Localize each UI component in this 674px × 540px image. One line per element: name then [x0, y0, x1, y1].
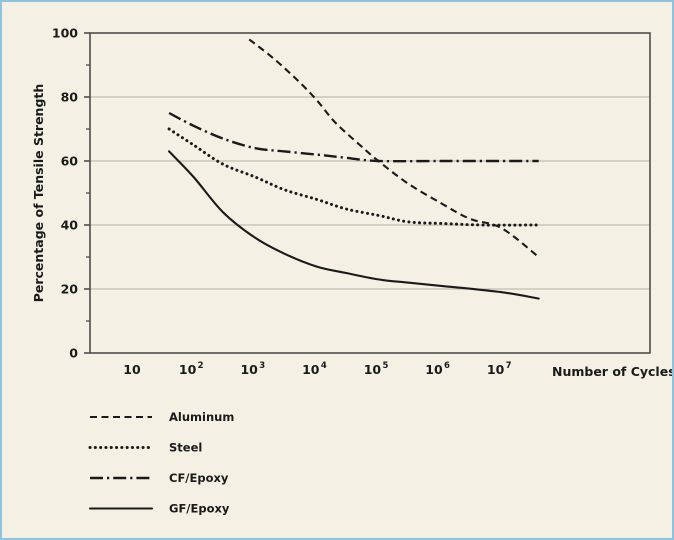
x-axis-tick-labels: 10 10 2 10 3 10 4 10 5 10 6 10 7: [123, 361, 511, 377]
y-tick-label-100: 100: [52, 26, 78, 41]
y-tick-label-0: 0: [69, 346, 78, 361]
x-tick-label-10000000: 10 7: [487, 361, 512, 377]
x-tick-base: 10: [302, 362, 320, 377]
y-tick-label-80: 80: [61, 90, 79, 105]
x-tick-exponent: 5: [382, 361, 388, 371]
legend-item-gf-epoxy[interactable]: GF/Epoxy: [88, 502, 230, 516]
y-axis-tick-labels: 0 20 40 60 80 100: [52, 26, 78, 361]
chart-legend: Aluminum Steel CF/Epoxy GF/Epoxy: [88, 410, 234, 516]
y-axis-ticks: [84, 32, 90, 354]
x-tick-base: 10: [179, 362, 197, 377]
legend-label-steel: Steel: [169, 441, 202, 455]
x-tick-label-10000: 10 4: [302, 361, 327, 377]
x-tick-exponent: 7: [506, 361, 512, 371]
x-axis-title-text: Number of Cycles: [552, 364, 674, 379]
legend-label-aluminum: Aluminum: [169, 410, 234, 424]
series-line-aluminum: [248, 38, 540, 258]
x-tick-base: 10: [123, 362, 141, 377]
plot-area-border: [89, 32, 651, 354]
x-tick-exponent: 4: [321, 361, 327, 371]
x-tick-exponent: 3: [259, 361, 265, 371]
x-tick-label-1000000: 10 6: [425, 361, 450, 377]
legend-label-gf-epoxy: GF/Epoxy: [169, 502, 230, 516]
x-tick-base: 10: [487, 362, 505, 377]
x-tick-base: 10: [364, 362, 382, 377]
x-tick-base: 10: [240, 362, 258, 377]
x-tick-exponent: 6: [444, 361, 450, 371]
y-tick-label-60: 60: [61, 154, 79, 169]
data-series-lines: [167, 38, 541, 300]
x-tick-label-100000: 10 5: [364, 361, 389, 377]
y-tick-label-40: 40: [61, 218, 79, 233]
x-tick-base: 10: [425, 362, 443, 377]
y-axis-title-text: Percentage of Tensile Strength: [31, 84, 46, 303]
y-axis-title: Percentage of Tensile Strength: [31, 84, 46, 303]
y-tick-label-20: 20: [61, 282, 79, 297]
series-line-cf-epoxy: [168, 111, 539, 163]
legend-label-cf-epoxy: CF/Epoxy: [169, 471, 229, 485]
series-line-gf-epoxy: [168, 150, 540, 300]
legend-item-aluminum[interactable]: Aluminum: [90, 410, 234, 424]
x-tick-label-100: 10 2: [179, 361, 204, 377]
legend-item-steel[interactable]: Steel: [88, 441, 202, 455]
series-line-steel: [167, 127, 541, 227]
legend-item-cf-epoxy[interactable]: CF/Epoxy: [90, 471, 229, 485]
x-tick-label-10: 10: [123, 362, 141, 377]
x-axis-title: Number of Cycles: [552, 364, 674, 379]
x-tick-exponent: 2: [198, 361, 204, 371]
plot-frame: [89, 32, 651, 354]
x-tick-label-1000: 10 3: [240, 361, 265, 377]
